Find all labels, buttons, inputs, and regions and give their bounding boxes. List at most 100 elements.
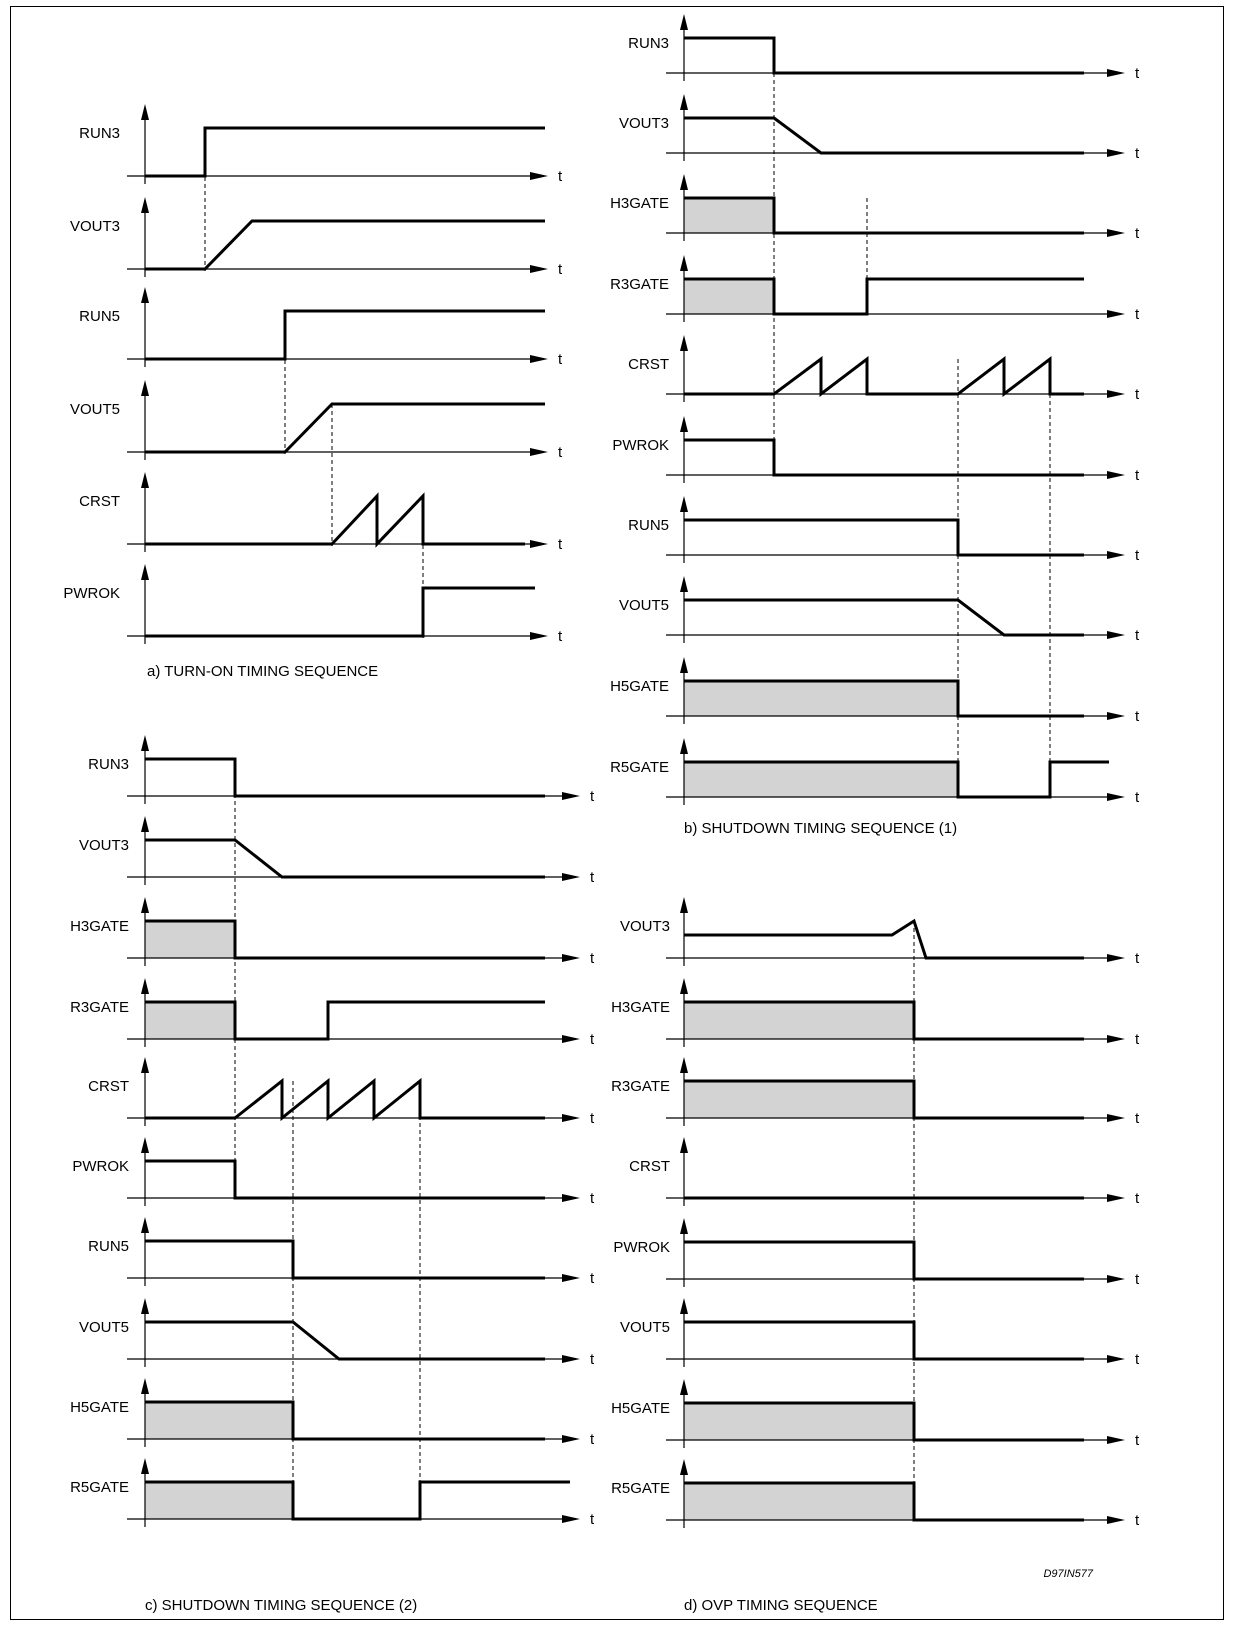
y-axis-arrow-icon	[141, 472, 149, 488]
signal-crst: CRST t	[88, 1057, 595, 1127]
signal-vout5: VOUT5 t	[620, 1298, 1140, 1368]
time-axis-label: t	[558, 536, 563, 553]
time-axis-label: t	[1135, 225, 1140, 242]
y-axis-arrow-icon	[680, 738, 688, 754]
signal-label: RUN5	[79, 308, 120, 325]
time-axis-label: t	[1135, 1432, 1140, 1449]
signal-vout3: VOUT3 t	[620, 897, 1140, 967]
time-arrow-icon	[562, 1515, 580, 1523]
y-axis-arrow-icon	[141, 287, 149, 303]
time-arrow-icon	[562, 1194, 580, 1202]
waveform	[145, 1320, 545, 1361]
signal-crst: CRST t	[79, 472, 563, 553]
time-arrow-icon	[1107, 1275, 1125, 1283]
signal-pwrok: PWROK t	[612, 416, 1140, 484]
signal-run3: RUN3 t	[79, 104, 563, 185]
y-axis-arrow-icon	[141, 1458, 149, 1474]
waveform	[145, 1239, 545, 1280]
gate-shading	[684, 198, 774, 233]
time-axis-label: t	[590, 1110, 595, 1127]
time-arrow-icon	[562, 1355, 580, 1363]
waveform	[145, 1480, 570, 1521]
guide-lines-c	[234, 759, 421, 1521]
waveform	[145, 919, 545, 960]
time-axis-label: t	[590, 1351, 595, 1368]
guide-lines-a	[204, 128, 424, 638]
signal-vout5: VOUT5 t	[70, 380, 563, 461]
gate-shading	[684, 681, 958, 716]
section-a: RUN3 t VOUT3 t RUN5 t VOUT5 t CRST t PWROK t	[63, 104, 563, 645]
time-axis-label: t	[1135, 1031, 1140, 1048]
time-axis-label: t	[590, 950, 595, 967]
signal-label: PWROK	[72, 1158, 129, 1175]
gate-shading	[145, 1002, 235, 1039]
signal-pwrok: PWROK t	[613, 1218, 1140, 1288]
gate-shading	[684, 279, 774, 314]
time-axis-label: t	[1135, 1271, 1140, 1288]
signal-label: H3GATE	[611, 999, 670, 1016]
signal-label: R5GATE	[610, 759, 669, 776]
y-axis-arrow-icon	[680, 14, 688, 30]
y-axis-arrow-icon	[141, 1217, 149, 1233]
signal-pwrok: PWROK t	[72, 1137, 595, 1207]
time-axis-label: t	[1135, 1351, 1140, 1368]
time-axis-label: t	[1135, 1190, 1140, 1207]
time-axis-label: t	[1135, 950, 1140, 967]
waveform	[145, 757, 545, 798]
signal-vout3: VOUT3 t	[619, 94, 1140, 162]
time-arrow-icon	[562, 1274, 580, 1282]
time-arrow-icon	[562, 873, 580, 881]
signal-vout3: VOUT3 t	[70, 197, 563, 278]
signal-label: CRST	[628, 356, 669, 373]
time-arrow-icon	[1107, 310, 1125, 318]
signal-run5: RUN5 t	[79, 287, 563, 368]
time-arrow-icon	[1107, 1194, 1125, 1202]
y-axis-arrow-icon	[680, 978, 688, 994]
time-arrow-icon	[530, 172, 548, 180]
y-axis-arrow-icon	[141, 897, 149, 913]
y-axis-arrow-icon	[680, 1298, 688, 1314]
waveform	[684, 355, 1084, 398]
signal-label: CRST	[629, 1158, 670, 1175]
waveform	[684, 1240, 1084, 1281]
signal-r5gate: R5GATE t	[610, 738, 1140, 806]
signal-r5gate: R5GATE t	[70, 1458, 595, 1528]
signal-label: R5GATE	[611, 1480, 670, 1497]
signal-run3: RUN3 t	[88, 735, 595, 805]
waveform	[145, 219, 545, 271]
signal-r5gate: R5GATE t	[611, 1459, 1140, 1529]
signal-pwrok: PWROK t	[63, 564, 563, 645]
section-c: RUN3tVOUT3tH3GATEtR3GATEtCRSTtPWROKtRUN5…	[70, 735, 595, 1528]
y-axis-arrow-icon	[141, 380, 149, 396]
time-arrow-icon	[530, 632, 548, 640]
section-caption: d) OVP TIMING SEQUENCE	[684, 1597, 878, 1614]
time-axis-label: t	[1135, 1110, 1140, 1127]
time-arrow-icon	[562, 954, 580, 962]
gate-shading	[145, 1482, 293, 1519]
waveform	[145, 1159, 545, 1200]
time-axis-label: t	[1135, 65, 1140, 82]
signal-label: CRST	[79, 493, 120, 510]
signal-label: RUN5	[628, 517, 669, 534]
signal-h3gate: H3GATE t	[611, 978, 1140, 1048]
time-arrow-icon	[1107, 149, 1125, 157]
time-arrow-icon	[530, 265, 548, 273]
waveform	[684, 116, 1084, 155]
signal-h5gate: H5GATE t	[610, 657, 1140, 725]
signal-h5gate: H5GATE t	[611, 1379, 1140, 1449]
y-axis-arrow-icon	[141, 1057, 149, 1073]
y-axis-arrow-icon	[141, 564, 149, 580]
signal-vout3: VOUT3 t	[79, 816, 595, 886]
signal-crst: CRST t	[628, 335, 1140, 403]
time-arrow-icon	[562, 1114, 580, 1122]
time-axis-label: t	[558, 261, 563, 278]
gate-shading	[684, 1002, 914, 1039]
time-arrow-icon	[1107, 1355, 1125, 1363]
waveform	[145, 402, 545, 454]
y-axis-arrow-icon	[680, 416, 688, 432]
gate-shading	[684, 762, 958, 797]
time-arrow-icon	[1107, 954, 1125, 962]
time-axis-label: t	[590, 788, 595, 805]
signal-label: R3GATE	[610, 276, 669, 293]
waveform	[145, 309, 545, 361]
